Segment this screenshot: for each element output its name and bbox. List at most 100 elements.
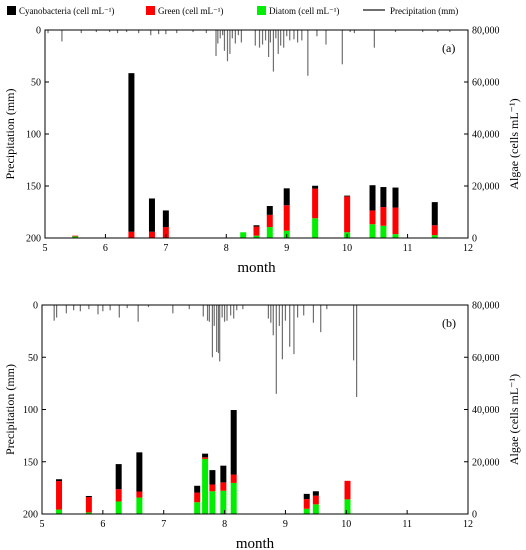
precipitation-bar (202, 305, 204, 317)
precipitation-bar (234, 30, 236, 44)
cyanobacteria-bar-segment (56, 479, 63, 482)
cyanobacteria-bar-segment (220, 465, 227, 483)
right-tick-label: 20,000 (472, 457, 500, 468)
x-tick-label: 9 (284, 243, 289, 254)
diatom-bar-segment (230, 482, 237, 514)
diatom-bar-segment (115, 501, 122, 514)
cyanobacteria-bar-segment (194, 485, 201, 493)
cyanobacteria-bar-segment (380, 187, 387, 208)
precipitation-bar (284, 305, 287, 321)
precipitation-bar (109, 30, 111, 33)
cyanobacteria-bar-segment (253, 225, 260, 227)
green-bar-segment (128, 231, 135, 238)
diatom-bar-segment (303, 508, 310, 514)
legend-label-cyanobacteria: Cyanobacteria (cell mL⁻¹) (19, 6, 114, 16)
diatom-bar-segment (431, 235, 438, 238)
precipitation-bar (147, 305, 150, 308)
x-axis-ticks: 5 6 7 8 9 10 11 12 (43, 234, 473, 254)
precipitation-bar (65, 305, 67, 314)
precipitation-bar (165, 30, 167, 35)
precipitation-bar (278, 305, 280, 326)
right-tick-label: 60,000 (472, 78, 500, 89)
x-tick-label: 8 (224, 243, 229, 254)
legend-label-precipitation: Precipitation (mm) (390, 6, 458, 16)
panel-label: (b) (442, 316, 456, 330)
green-bar-segment (344, 480, 351, 500)
precipitation-bar (267, 305, 269, 319)
precipitation-bar (213, 305, 215, 326)
diatom-bar-segment (136, 497, 143, 514)
cyanobacteria-bar-segment (85, 495, 92, 498)
x-axis-ticks: 5 6 7 8 9 10 11 12 (40, 510, 473, 530)
cyanobacteria-bar-segment (431, 202, 438, 226)
green-bar-segment (266, 214, 273, 228)
precipitation-bar (138, 30, 140, 34)
precipitation-bar (53, 305, 55, 321)
precipitation-bar (216, 305, 218, 353)
precipitation-bar (236, 305, 238, 311)
precipitation-bar (47, 30, 49, 34)
x-tick-label: 12 (463, 519, 473, 530)
diatom-bar-segment (380, 225, 387, 238)
precipitation-bar (61, 30, 63, 42)
cyanobacteria-bar-segment (369, 185, 376, 211)
precipitation-bar (303, 305, 305, 316)
precipitation-bar (301, 30, 303, 41)
green-bar-segment (56, 481, 63, 510)
diatom-bar-segment (266, 227, 273, 238)
diatom-bar-segment (369, 224, 376, 238)
left-tick-label: 100 (23, 405, 38, 416)
precipitation-bar (206, 305, 209, 321)
precipitation-bar (137, 305, 139, 322)
green-bar-segment (369, 210, 376, 225)
left-tick-label: 150 (26, 182, 41, 193)
precipitation-bars (47, 30, 451, 76)
chart-panel-a: 5 6 7 8 9 10 11 12 0 50 100 150 200 0 20,000 40,000 60… (3, 26, 521, 277)
diatom-bar-segment (85, 512, 92, 514)
cyanobacteria-bar-segment (312, 185, 319, 189)
diatom-bar-segment (209, 491, 216, 514)
precipitation-bar (437, 30, 439, 33)
precipitation-bar (211, 305, 213, 358)
precipitation-bar (272, 305, 274, 336)
green-bar-segment (253, 226, 260, 236)
precipitation-bar (349, 30, 351, 33)
diatom-bar-segment (240, 232, 247, 238)
green-bar-segment (312, 188, 319, 219)
right-tick-label: 60,000 (472, 353, 500, 364)
green-bar-segment (209, 484, 216, 492)
chart-panel-b: 5 6 7 8 9 10 11 12 0 50 100 150 200 0 20,000 40,000 60… (3, 301, 521, 550)
precipitation-bar (126, 305, 128, 309)
diatom-bar-segment (202, 458, 209, 514)
precipitation-bar (293, 305, 295, 355)
precipitation-bar (208, 305, 210, 322)
x-tick-label: 11 (403, 243, 413, 254)
precipitation-bar (283, 30, 285, 48)
precipitation-bar (230, 305, 232, 316)
x-tick-label: 5 (40, 519, 45, 530)
right-tick-label: 80,000 (472, 26, 500, 37)
x-tick-label: 5 (43, 243, 48, 254)
precipitation-bar (277, 30, 279, 54)
precipitation-bar (158, 30, 160, 35)
precipitation-bar (80, 30, 82, 34)
x-tick-label: 12 (463, 243, 473, 254)
cyanobacteria-bar-segment (209, 470, 216, 485)
precipitation-bar (97, 305, 99, 315)
cyanobacteria-bar-segment (202, 453, 209, 458)
green-bar-segment (392, 207, 399, 235)
legend-label-diatom: Diatom (cell mL⁻¹) (269, 6, 339, 16)
x-tick-label: 6 (100, 519, 105, 530)
precipitation-bar (229, 30, 231, 54)
cyanobacteria-bar-segment (128, 73, 135, 232)
precipitation-bar (326, 305, 328, 310)
right-tick-label: 0 (472, 234, 477, 245)
precipitation-bar (217, 30, 219, 44)
right-axis-ticks: 0 20,000 40,000 60,000 80,000 (464, 26, 500, 245)
diatom-bar-segment (194, 502, 201, 514)
cyanobacteria-bar-segment (230, 410, 237, 475)
x-tick-label: 10 (341, 519, 351, 530)
legend: Cyanobacteria (cell mL⁻¹) Green (cell mL… (7, 6, 458, 16)
